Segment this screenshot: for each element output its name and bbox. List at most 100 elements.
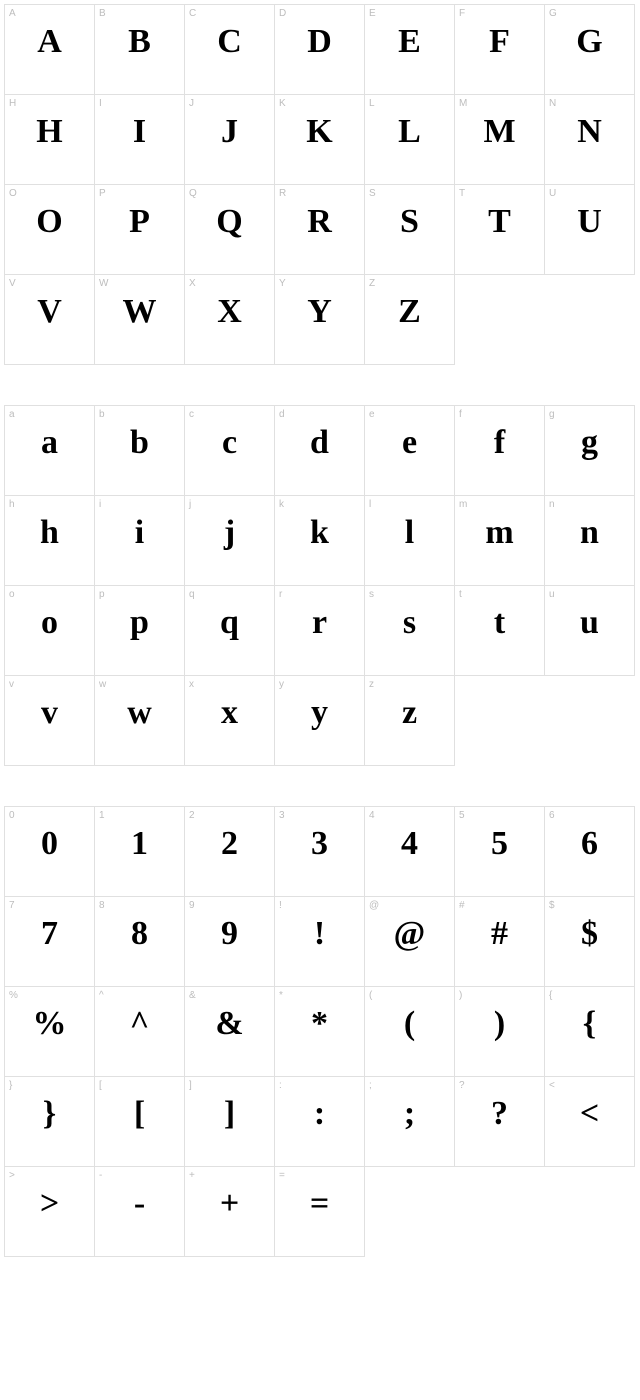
glyph: q — [220, 606, 239, 640]
glyph: ; — [404, 1097, 415, 1131]
glyph-cell: ++ — [185, 1167, 275, 1257]
glyph-cell: II — [95, 95, 185, 185]
glyph-corner-label: 9 — [189, 900, 195, 911]
glyph: $ — [581, 917, 598, 951]
glyph-cell: 99 — [185, 897, 275, 987]
glyph: S — [400, 205, 419, 239]
glyph-corner-label: s — [369, 589, 374, 600]
glyph-cell: UU — [545, 185, 635, 275]
glyph-cell: VV — [5, 275, 95, 365]
glyph: ? — [491, 1097, 508, 1131]
glyph-cell: ii — [95, 496, 185, 586]
glyph-cell: [[ — [95, 1077, 185, 1167]
glyph-corner-label: & — [189, 990, 196, 1001]
glyph: P — [129, 205, 150, 239]
glyph-cell: rr — [275, 586, 365, 676]
glyph-cell: ** — [275, 987, 365, 1077]
glyph: ! — [314, 917, 325, 951]
glyph-cell: CC — [185, 5, 275, 95]
glyph-cell-empty — [545, 1167, 635, 1257]
glyph-cell: HH — [5, 95, 95, 185]
glyph: k — [310, 516, 329, 550]
glyph-cell: 77 — [5, 897, 95, 987]
glyph-corner-label: 2 — [189, 810, 195, 821]
glyph: F — [489, 25, 510, 59]
glyph: E — [398, 25, 421, 59]
glyph-cell-empty — [365, 1167, 455, 1257]
glyph: C — [217, 25, 242, 59]
glyph-cell: DD — [275, 5, 365, 95]
glyph-corner-label: c — [189, 409, 194, 420]
glyph-corner-label: j — [189, 499, 191, 510]
glyph: W — [123, 295, 157, 329]
glyph: o — [41, 606, 58, 640]
glyph: D — [307, 25, 332, 59]
glyph: I — [133, 115, 146, 149]
glyph-corner-label: x — [189, 679, 194, 690]
glyph: } — [43, 1097, 56, 1131]
glyph-corner-label: W — [99, 278, 108, 289]
glyph-cell: 66 — [545, 807, 635, 897]
glyph-corner-label: N — [549, 98, 556, 109]
glyph: R — [307, 205, 332, 239]
glyph: Z — [398, 295, 421, 329]
glyph-cell: ee — [365, 406, 455, 496]
glyph: & — [215, 1007, 243, 1041]
glyph-corner-label: P — [99, 188, 106, 199]
glyph: h — [40, 516, 59, 550]
glyph: V — [37, 295, 62, 329]
glyph-corner-label: R — [279, 188, 286, 199]
glyph-corner-label: 7 — [9, 900, 15, 911]
glyph: G — [576, 25, 602, 59]
glyph: 8 — [131, 917, 148, 951]
glyph-corner-label: q — [189, 589, 195, 600]
glyph-corner-label: 1 — [99, 810, 105, 821]
glyph-corner-label: b — [99, 409, 105, 420]
glyph-corner-label: Z — [369, 278, 375, 289]
glyph: B — [128, 25, 151, 59]
glyph: m — [485, 516, 513, 550]
glyph: U — [577, 205, 602, 239]
glyph-corner-label: # — [459, 900, 465, 911]
glyph: K — [306, 115, 332, 149]
glyph-cell: }} — [5, 1077, 95, 1167]
glyph-cell: QQ — [185, 185, 275, 275]
glyph-cell: ;; — [365, 1077, 455, 1167]
glyph-corner-label: L — [369, 98, 375, 109]
glyph-cell: :: — [275, 1077, 365, 1167]
glyph-cell: aa — [5, 406, 95, 496]
glyph-corner-label: t — [459, 589, 462, 600]
glyph: J — [221, 115, 238, 149]
glyph-corner-label: J — [189, 98, 194, 109]
glyph: Y — [307, 295, 332, 329]
glyph: w — [127, 696, 152, 730]
glyph-cell: ?? — [455, 1077, 545, 1167]
glyph: * — [311, 1007, 328, 1041]
glyph-cell: LL — [365, 95, 455, 185]
glyph: T — [488, 205, 511, 239]
glyph: ( — [404, 1007, 415, 1041]
glyph: g — [581, 426, 598, 460]
glyph-cell: 22 — [185, 807, 275, 897]
glyph: > — [40, 1187, 59, 1221]
glyph-corner-label: } — [9, 1080, 12, 1091]
glyph: 3 — [311, 827, 328, 861]
glyph-cell: == — [275, 1167, 365, 1257]
glyph: s — [403, 606, 416, 640]
glyph-corner-label: h — [9, 499, 15, 510]
glyph-cell: jj — [185, 496, 275, 586]
glyph-corner-label: Y — [279, 278, 286, 289]
glyph: 1 — [131, 827, 148, 861]
glyph-corner-label: > — [9, 1170, 15, 1181]
glyph-corner-label: 4 — [369, 810, 375, 821]
glyph-chart-numbers-symbols: 00112233445566778899!!@@##$$%%^^&&**(())… — [4, 806, 636, 1257]
glyph: x — [221, 696, 238, 730]
glyph-corner-label: { — [549, 990, 552, 1001]
glyph-corner-label: 8 — [99, 900, 105, 911]
glyph: l — [405, 516, 414, 550]
glyph-cell: bb — [95, 406, 185, 496]
glyph-cell-empty — [455, 275, 545, 365]
glyph-corner-label: T — [459, 188, 465, 199]
glyph-cell: 55 — [455, 807, 545, 897]
glyph-corner-label: M — [459, 98, 467, 109]
